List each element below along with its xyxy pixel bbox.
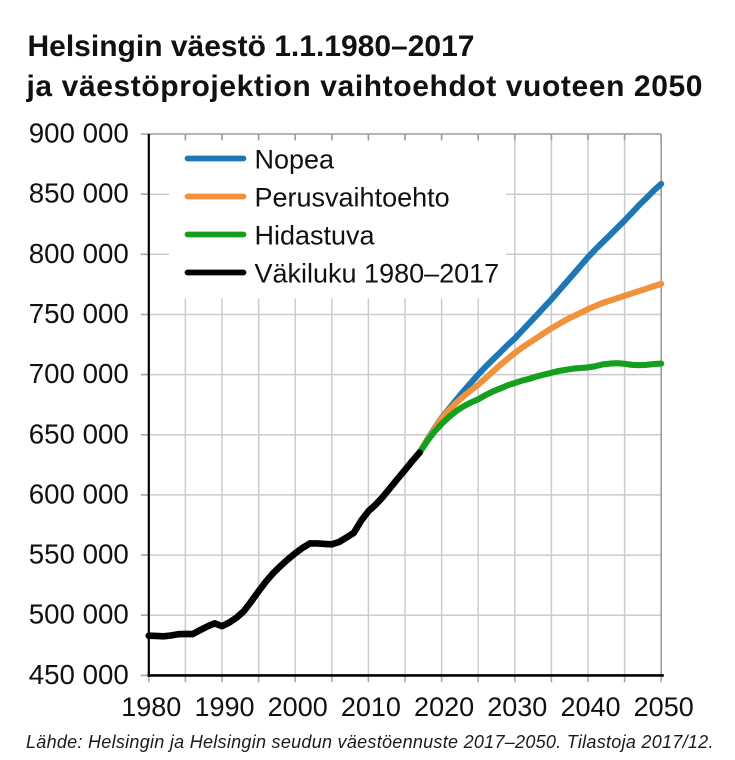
svg-text:700 000: 700 000 (29, 358, 129, 389)
svg-text:2050: 2050 (634, 692, 694, 722)
svg-text:Nopea: Nopea (255, 144, 336, 174)
svg-text:600 000: 600 000 (29, 478, 129, 509)
svg-text:450 000: 450 000 (29, 659, 129, 690)
svg-text:2010: 2010 (341, 692, 401, 722)
svg-text:2000: 2000 (268, 692, 328, 722)
svg-text:750 000: 750 000 (29, 298, 129, 329)
svg-text:Lähde: Helsingin ja Helsingin: Lähde: Helsingin ja Helsingin seudun väe… (26, 732, 714, 752)
svg-text:Hidastuva: Hidastuva (255, 220, 376, 250)
svg-text:ja väestöprojektion vaihtoehdo: ja väestöprojektion vaihtoehdot vuoteen … (26, 70, 704, 103)
svg-text:Helsingin väestö 1.1.1980–2017: Helsingin väestö 1.1.1980–2017 (28, 30, 475, 63)
svg-text:1990: 1990 (194, 692, 254, 722)
svg-text:850 000: 850 000 (29, 178, 129, 209)
svg-text:Väkiluku 1980–2017: Väkiluku 1980–2017 (255, 258, 500, 288)
svg-text:1980: 1980 (121, 692, 181, 722)
svg-text:Perusvaihtoehto: Perusvaihtoehto (255, 182, 450, 212)
svg-text:2020: 2020 (414, 692, 474, 722)
svg-text:500 000: 500 000 (29, 599, 129, 630)
svg-text:2030: 2030 (487, 692, 547, 722)
svg-text:2040: 2040 (560, 692, 620, 722)
svg-text:550 000: 550 000 (29, 539, 129, 570)
svg-text:900 000: 900 000 (29, 118, 129, 149)
svg-text:800 000: 800 000 (29, 238, 129, 269)
svg-text:650 000: 650 000 (29, 418, 129, 449)
